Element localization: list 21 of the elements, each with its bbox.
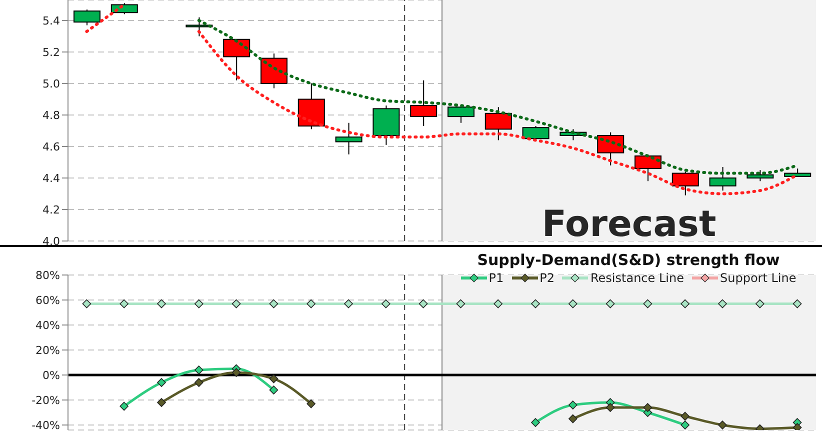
y-tick-label: 4.8 — [42, 108, 60, 122]
chart-title: Supply-Demand(S&D) strength flow — [476, 251, 781, 269]
legend-label: Support Line — [718, 271, 796, 285]
annotation: Forecast — [542, 204, 716, 245]
y-tick-label: 4.2 — [42, 203, 60, 216]
y-tick-label: 5.4 — [42, 14, 60, 28]
y-tick-label: 4.6 — [42, 140, 60, 154]
y-tick-label: 5.0 — [42, 77, 60, 90]
y-tick-label: 0% — [42, 368, 60, 382]
legend-label: P2 — [538, 271, 554, 285]
y-tick-label: 20% — [36, 344, 60, 357]
legend-label: P1 — [488, 271, 504, 285]
y-tick-label: -40% — [32, 418, 60, 432]
y-tick-label: 80% — [36, 268, 60, 282]
y-tick-label: 4.0 — [42, 234, 60, 248]
legend-label: Resistance Line — [589, 271, 684, 285]
y-tick-label: -20% — [32, 394, 60, 407]
y-tick-label: 4.4 — [42, 172, 60, 185]
y-tick-label: 60% — [36, 294, 60, 307]
y-tick-label: 40% — [36, 318, 60, 332]
y-tick-label: 5.2 — [42, 46, 60, 59]
